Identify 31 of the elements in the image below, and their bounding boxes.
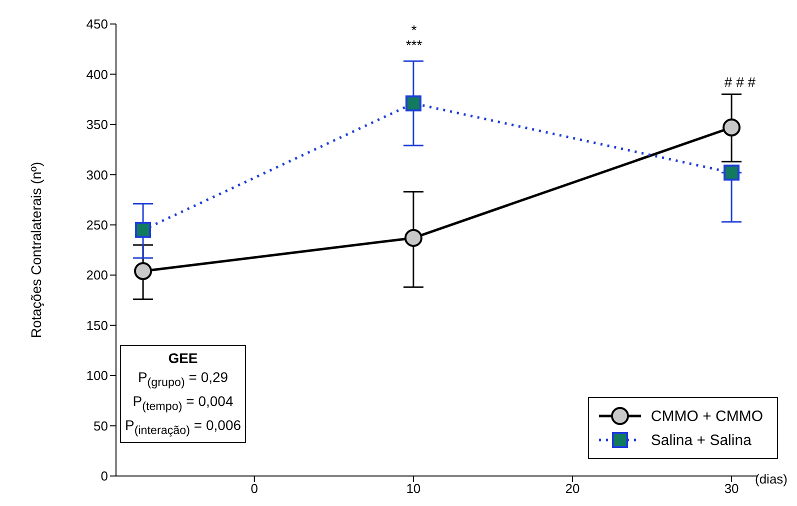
point [405,95,422,112]
x-tick-label: 30 [724,481,739,496]
annotation: GEE [167,349,199,368]
x-tick-label: 0 [250,481,258,496]
point [404,228,422,247]
y-tick-label: 250 [86,218,108,233]
y-tick-label: 50 [94,418,108,434]
y-axis-title: Rotações Contralaterais (nº) [28,162,44,338]
y-tick-label: 200 [86,268,108,283]
annotation: P$_{(interação)}$ = 0,006 [124,416,242,438]
point [135,222,152,238]
y-tick-label: 350 [86,117,108,132]
y-tick-label: 0 [100,468,108,484]
annotation: *** [404,36,424,54]
annotation: * [410,21,418,39]
point [134,262,152,280]
y-tick-label: 400 [86,66,108,82]
annotation: # # # [723,73,757,91]
y-tick-label: 100 [86,368,108,384]
point [722,118,741,136]
annotation: P$_{(grupo)}$ = 0,29 [136,368,230,391]
legend-label: Salina + Salina [650,432,752,448]
y-tick-label: 150 [86,318,108,333]
annotation: P$_{(tempo)}$ = 0,004 [132,392,234,415]
x-axis-title: (dias) [755,472,788,487]
x-tick-label: 10 [406,481,421,496]
x-tick-label: 20 [565,481,580,496]
legend-label: CMMO + CMMO [650,408,763,424]
y-tick-label: 300 [86,167,108,182]
y-tick-label: 450 [86,16,108,32]
point [724,164,740,181]
